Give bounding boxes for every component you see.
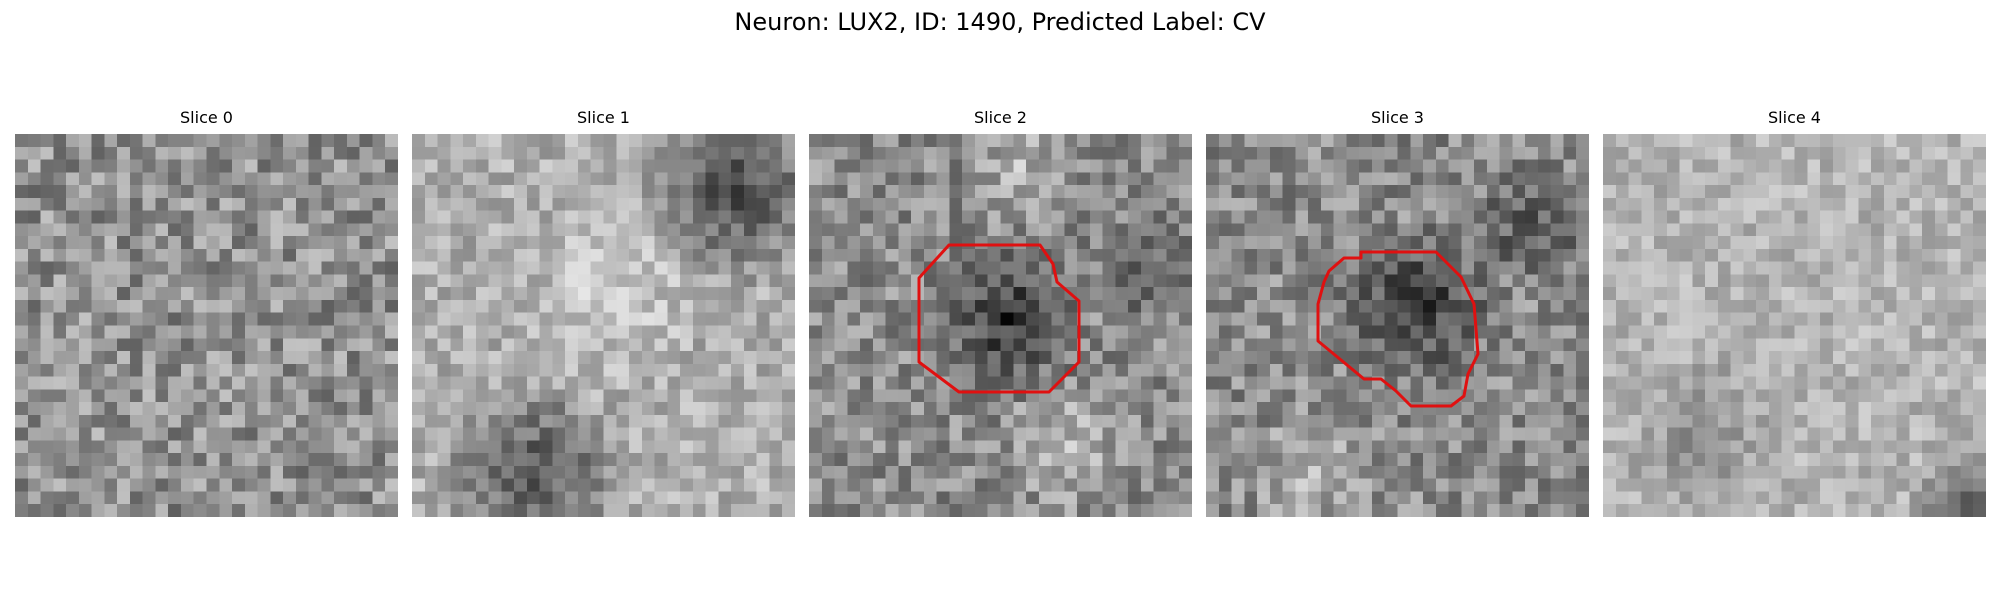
slice-image-2 — [809, 134, 1192, 517]
slice-panel-0: Slice 0 — [15, 108, 398, 517]
slice-panel-2: Slice 2 — [809, 108, 1192, 517]
figure-title: Neuron: LUX2, ID: 1490, Predicted Label:… — [734, 8, 1266, 36]
slice-image-0 — [15, 134, 398, 517]
slice-title-3: Slice 3 — [1371, 108, 1424, 127]
slice-panel-3: Slice 3 — [1206, 108, 1589, 517]
slice-title-4: Slice 4 — [1768, 108, 1821, 127]
slice-panel-1: Slice 1 — [412, 108, 795, 517]
slice-title-0: Slice 0 — [180, 108, 233, 127]
slice-image-1 — [412, 134, 795, 517]
slice-image-3 — [1206, 134, 1589, 517]
slice-panel-4: Slice 4 — [1603, 108, 1986, 517]
slice-title-2: Slice 2 — [974, 108, 1027, 127]
slice-image-4 — [1603, 134, 1986, 517]
slice-title-1: Slice 1 — [577, 108, 630, 127]
